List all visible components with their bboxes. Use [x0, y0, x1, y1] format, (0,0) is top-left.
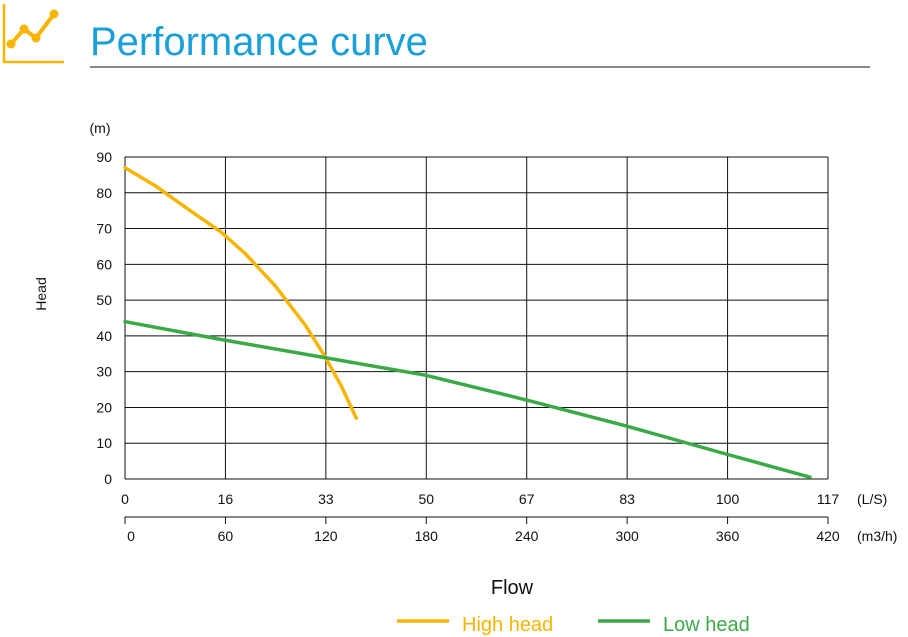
series-line: [123, 319, 812, 479]
x-axis-title: Flow: [491, 577, 534, 599]
x2-tick-label: 420: [816, 528, 840, 544]
x-tick-label: 16: [218, 491, 234, 507]
line-chart-icon: [2, 4, 64, 64]
x2-tick-label: 0: [127, 528, 135, 544]
legend-label: High head: [462, 614, 553, 636]
title-divider: [90, 66, 870, 68]
x-unit-label: (L/S): [857, 491, 887, 507]
y-tick-label: 40: [96, 328, 112, 344]
y-tick-label: 80: [96, 185, 112, 201]
y-tick-label: 60: [96, 256, 112, 272]
x2-tick-label: 360: [716, 528, 740, 544]
y-tick-label: 20: [96, 399, 112, 415]
y-tick-label: 30: [96, 364, 112, 380]
x-tick-label: 67: [519, 491, 535, 507]
x-tick-label: 83: [619, 491, 635, 507]
page-header: Performance curve: [0, 0, 908, 80]
x-tick-label: 0: [121, 491, 129, 507]
x-tick-label: 117: [817, 491, 840, 507]
y-tick-label: 10: [96, 435, 112, 451]
y-tick-label: 90: [96, 149, 112, 165]
x-tick-label: 100: [716, 491, 740, 507]
x2-tick-label: 60: [218, 528, 234, 544]
x2-tick-label: 240: [515, 528, 539, 544]
x2-unit-label: (m3/h): [857, 528, 897, 544]
series-line: [123, 165, 359, 420]
series-lines: [123, 165, 812, 479]
y-tick-label: 0: [104, 471, 112, 487]
legend: High head Low head: [397, 614, 750, 636]
legend-label: Low head: [663, 614, 750, 636]
y-axis-title: Head: [33, 277, 49, 310]
page-title: Performance curve: [90, 20, 428, 64]
grid: [124, 156, 829, 480]
x-tick-label: 50: [418, 491, 434, 507]
x2-tick-label: 180: [415, 528, 439, 544]
x2-tick-label: 120: [314, 528, 338, 544]
axes: 0 10 20 30 40 50 60 70 80 90 0 16 33 50 67 83 100 117 0 60 1…: [96, 149, 839, 544]
x2-tick-label: 300: [615, 528, 639, 544]
y-unit-label: (m): [90, 120, 111, 136]
y-tick-label: 50: [96, 292, 112, 308]
y-tick-label: 70: [96, 221, 112, 237]
x-tick-label: 33: [318, 491, 334, 507]
